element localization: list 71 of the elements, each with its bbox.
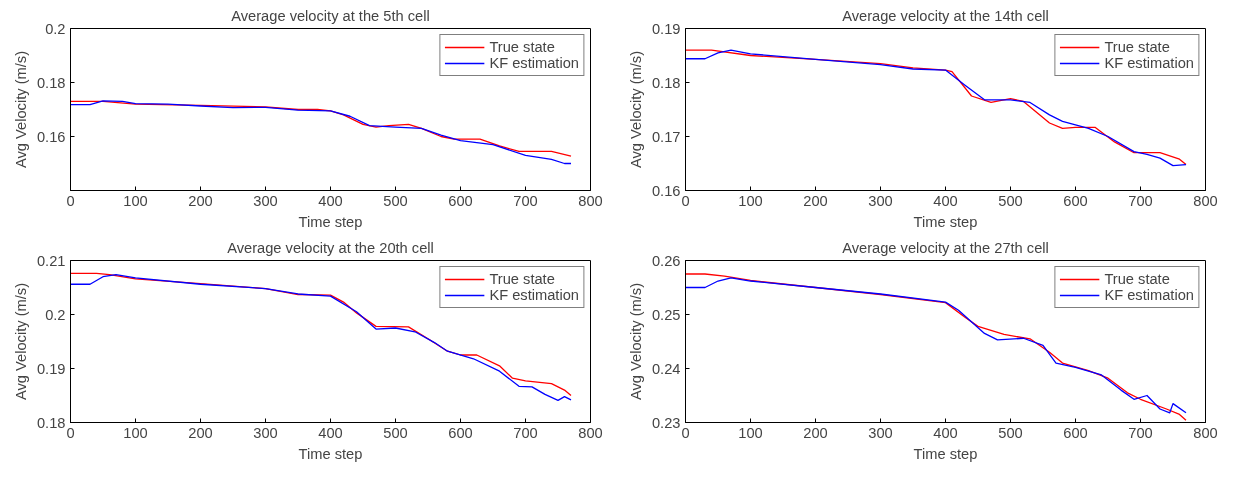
x-tick-label: 100 <box>738 424 763 441</box>
legend-label: True state <box>1104 271 1170 287</box>
x-tick-label: 0 <box>66 192 75 209</box>
y-tick-label: 0.17 <box>651 128 681 145</box>
x-axis-title: Time step <box>298 445 363 462</box>
x-axis-title: Time step <box>913 213 978 230</box>
legend-label: True state <box>489 271 555 287</box>
x-tick-label: 800 <box>1193 192 1218 209</box>
x-axis-title: Time step <box>913 445 978 462</box>
x-tick-label: 200 <box>188 424 213 441</box>
x-tick-label: 800 <box>1193 424 1218 441</box>
y-tick-label: 0.21 <box>36 252 66 269</box>
x-tick-label: 0 <box>681 192 690 209</box>
legend-label: KF estimation <box>1104 55 1194 71</box>
x-tick-label: 0 <box>66 424 75 441</box>
x-tick-label: 400 <box>318 192 343 209</box>
x-tick-label: 500 <box>998 192 1023 209</box>
x-tick-label: 600 <box>448 192 473 209</box>
y-axis-title: Avg Velocity (m/s) <box>627 50 644 169</box>
legend-label: True state <box>489 39 555 55</box>
chart-title: Average velocity at the 20th cell <box>227 239 434 256</box>
y-axis-title: Avg Velocity (m/s) <box>12 282 29 401</box>
x-tick-label: 400 <box>933 424 958 441</box>
x-tick-label: 600 <box>448 424 473 441</box>
x-tick-label: 700 <box>1128 424 1153 441</box>
y-tick-label: 0.2 <box>45 306 66 323</box>
x-tick-label: 500 <box>383 424 408 441</box>
y-tick-label: 0.24 <box>651 360 681 377</box>
x-tick-label: 300 <box>868 192 893 209</box>
x-tick-label: 200 <box>188 192 213 209</box>
x-tick-label: 700 <box>513 424 538 441</box>
y-axis-title: Avg Velocity (m/s) <box>627 282 644 401</box>
x-tick-label: 700 <box>513 192 538 209</box>
chart-title: Average velocity at the 14th cell <box>842 7 1049 24</box>
x-tick-label: 400 <box>318 424 343 441</box>
y-axis-title: Avg Velocity (m/s) <box>12 50 29 169</box>
y-tick-label: 0.19 <box>651 20 681 37</box>
y-tick-label: 0.16 <box>651 182 681 199</box>
x-tick-label: 300 <box>253 424 278 441</box>
y-tick-label: 0.25 <box>651 306 681 323</box>
y-tick-label: 0.18 <box>651 74 681 91</box>
chart-title: Average velocity at the 27th cell <box>842 239 1049 256</box>
x-tick-label: 600 <box>1063 424 1088 441</box>
y-tick-label: 0.23 <box>651 414 681 431</box>
x-tick-label: 100 <box>738 192 763 209</box>
y-tick-label: 0.18 <box>36 74 66 91</box>
legend-label: True state <box>1104 39 1170 55</box>
x-tick-label: 100 <box>123 424 148 441</box>
x-tick-label: 600 <box>1063 192 1088 209</box>
x-tick-label: 800 <box>578 424 603 441</box>
x-tick-label: 500 <box>998 424 1023 441</box>
x-tick-label: 400 <box>933 192 958 209</box>
x-tick-label: 200 <box>803 424 828 441</box>
x-tick-label: 300 <box>868 424 893 441</box>
x-tick-label: 300 <box>253 192 278 209</box>
y-tick-label: 0.26 <box>651 252 681 269</box>
x-tick-label: 200 <box>803 192 828 209</box>
y-tick-label: 0.2 <box>45 20 66 37</box>
legend-label: KF estimation <box>489 287 579 303</box>
y-tick-label: 0.16 <box>36 128 66 145</box>
y-tick-label: 0.18 <box>36 414 66 431</box>
x-tick-label: 700 <box>1128 192 1153 209</box>
x-tick-label: 500 <box>383 192 408 209</box>
x-axis-title: Time step <box>298 213 363 230</box>
legend-label: KF estimation <box>489 55 579 71</box>
legend-label: KF estimation <box>1104 287 1194 303</box>
y-tick-label: 0.19 <box>36 360 66 377</box>
x-tick-label: 100 <box>123 192 148 209</box>
chart-title: Average velocity at the 5th cell <box>231 7 430 24</box>
x-tick-label: 800 <box>578 192 603 209</box>
x-tick-label: 0 <box>681 424 690 441</box>
